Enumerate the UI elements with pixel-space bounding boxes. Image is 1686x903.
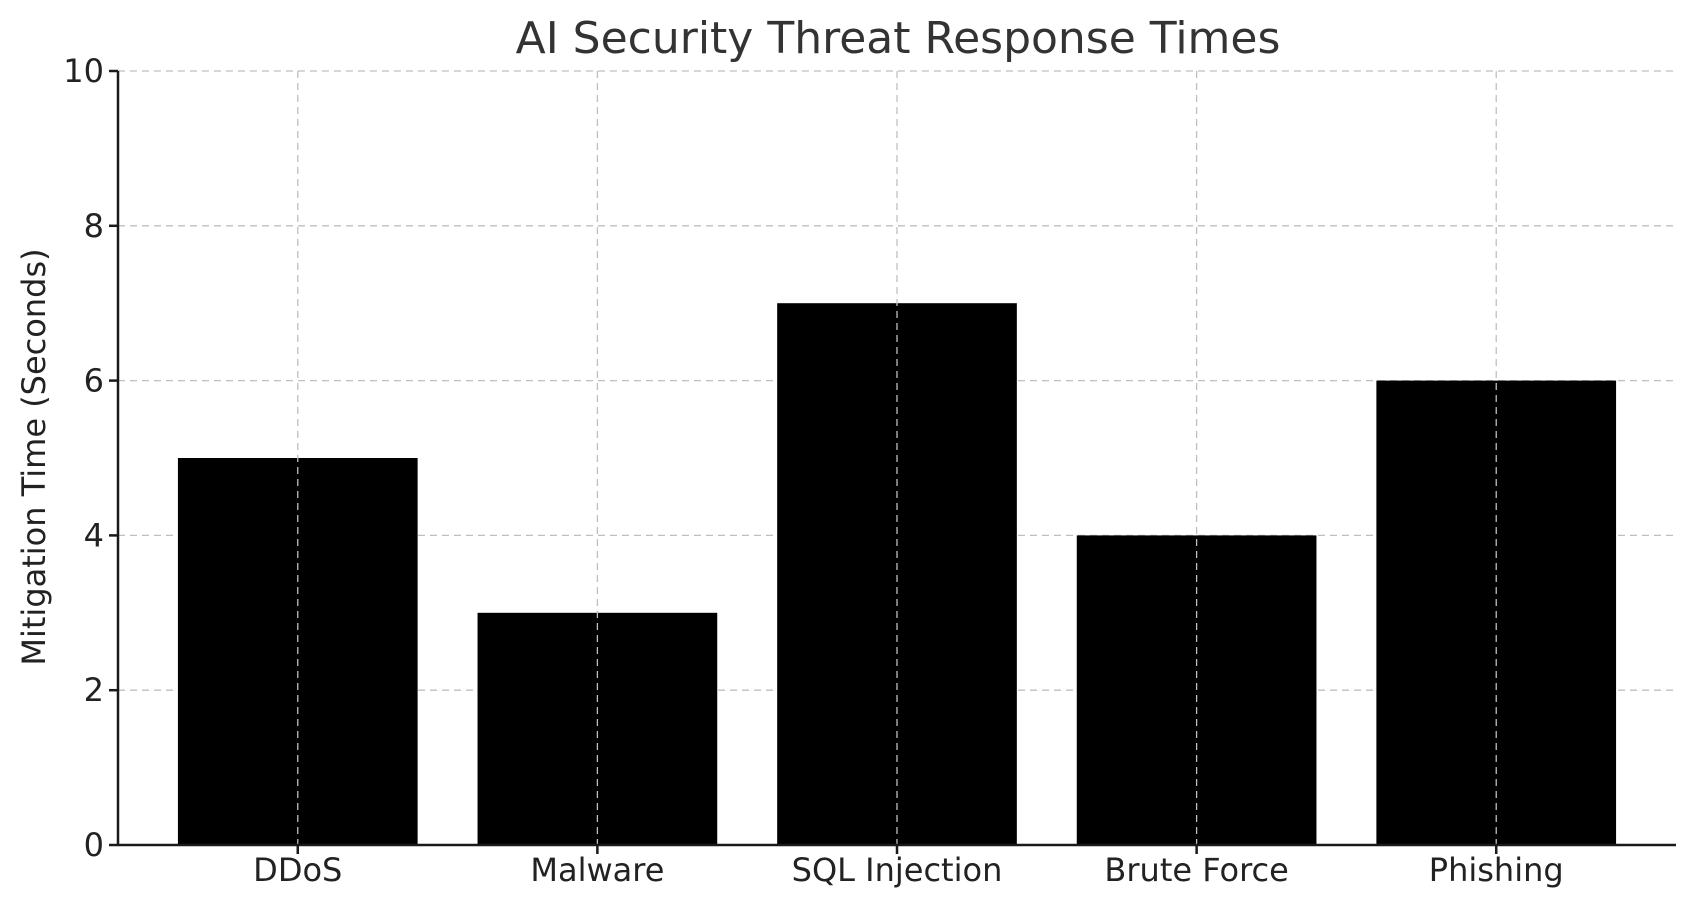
y-tick-label-0: 0	[84, 826, 104, 864]
y-tick-label-4: 4	[84, 516, 104, 554]
chart-title: AI Security Threat Response Times	[516, 13, 1281, 64]
y-tick-label-10: 10	[63, 52, 104, 90]
y-tick-label-2: 2	[84, 671, 104, 709]
x-ticks: DDoS Malware SQL Injection Brute Force Phish…	[253, 845, 1564, 889]
y-ticks: 0 2 4 6 8 10	[63, 52, 118, 864]
vertical-gridlines	[297, 71, 1497, 845]
y-tick-label-8: 8	[84, 207, 104, 245]
x-tick-label-brute-force: Brute Force	[1104, 851, 1288, 889]
bar-sql-injection	[777, 303, 1017, 845]
x-tick-label-phishing: Phishing	[1429, 851, 1564, 889]
y-axis-label: Mitigation Time (Seconds)	[15, 248, 53, 665]
x-tick-label-sql-injection: SQL Injection	[792, 851, 1003, 889]
x-tick-label-malware: Malware	[530, 851, 664, 889]
y-tick-label-6: 6	[84, 362, 104, 400]
x-tick-label-ddos: DDoS	[253, 851, 342, 889]
